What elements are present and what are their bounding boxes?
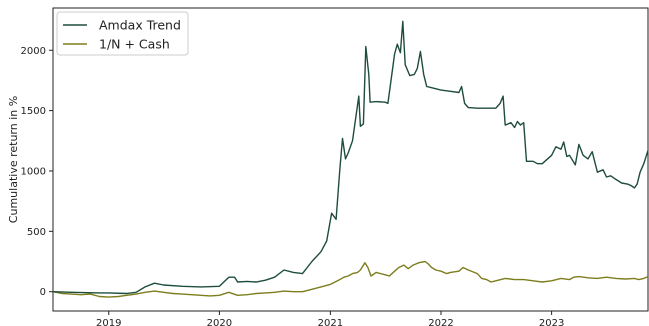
- x-tick-label: 2023: [539, 318, 564, 326]
- x-tick-label: 2022: [428, 318, 453, 326]
- y-tick-label: 500: [27, 227, 46, 238]
- x-axis-ticks: 2019 2020 2021 2022 2023: [96, 311, 564, 326]
- series-line-1-n-cash: [52, 260, 649, 298]
- legend: Amdax Trend 1/N + Cash: [56, 11, 189, 56]
- y-tick-label: 2000: [21, 46, 46, 57]
- legend-label-amdax-trend: Amdax Trend: [99, 18, 181, 33]
- y-axis-label: Cumulative return in %: [7, 96, 20, 223]
- y-tick-label: 1500: [21, 106, 46, 117]
- plot-frame: [52, 7, 649, 312]
- y-tick-label: 1000: [21, 166, 46, 177]
- x-tick-label: 2021: [318, 318, 343, 326]
- x-tick-label: 2019: [96, 318, 121, 326]
- legend-box: [56, 11, 189, 56]
- legend-label-1n-cash: 1/N + Cash: [99, 37, 170, 52]
- series-line-amdax-trend: [52, 20, 649, 295]
- axes: [52, 7, 649, 312]
- y-axis-ticks: 0 500 1000 1500 2000: [21, 46, 53, 298]
- series-lines: [52, 20, 649, 298]
- x-tick-label: 2020: [207, 318, 232, 326]
- y-tick-label: 0: [40, 287, 46, 298]
